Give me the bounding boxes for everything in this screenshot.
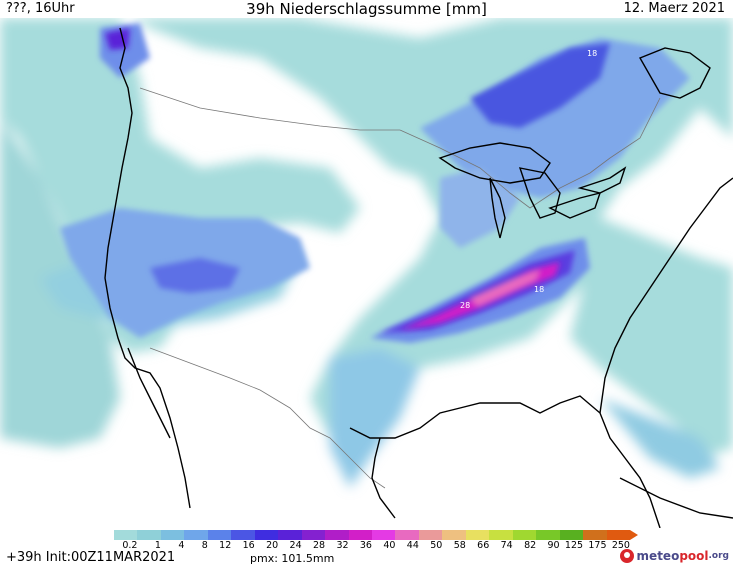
scale-arrow xyxy=(630,530,638,540)
scale-tick-label: 250 xyxy=(611,540,630,551)
scale-swatch xyxy=(348,530,372,540)
scale-tick-label: 125 xyxy=(564,540,584,551)
init-label: +39h Init:00Z11MAR2021 xyxy=(6,550,176,565)
scale-tick-label: 0.2 xyxy=(122,540,138,551)
scale-swatch xyxy=(442,530,466,540)
logo-text: meteopool xyxy=(636,549,709,563)
coastline xyxy=(104,27,733,529)
pmx-label: pmx: 101.5mm xyxy=(250,552,335,565)
scale-swatch xyxy=(489,530,513,540)
map-canvas: 18 28 18 xyxy=(0,18,733,529)
scale-swatch xyxy=(465,530,490,540)
meteopool-logo[interactable]: meteopool .org xyxy=(619,548,729,564)
footer-bar: 0.2 1 4 8 12 16 20 24 28 32 36 40 44 50 58 66 74 82 90 125 1… xyxy=(0,528,733,566)
scale-swatch xyxy=(395,530,419,540)
scale-swatch xyxy=(231,530,255,540)
scale-swatch xyxy=(536,530,560,540)
scale-swatch xyxy=(325,530,349,540)
scale-swatch xyxy=(137,530,161,540)
scale-tick-label: 90 xyxy=(547,540,560,551)
logo-tld: .org xyxy=(708,551,729,561)
scale-tick-label: 175 xyxy=(588,540,607,551)
valid-time-label: ???, 16Uhr xyxy=(6,1,75,16)
precip-max-band xyxy=(400,262,560,330)
scale-swatch xyxy=(559,530,584,540)
scale-tick-label: 50 xyxy=(430,540,443,551)
scale-swatch xyxy=(114,530,138,540)
scale-swatch xyxy=(278,530,302,540)
scale-tick-label: 36 xyxy=(359,540,372,551)
scale-swatch xyxy=(254,530,279,540)
scale-tick-label: 24 xyxy=(289,540,302,551)
scale-tick-label: 82 xyxy=(524,540,537,551)
map-value-label-1: 18 xyxy=(587,49,597,58)
scale-tick-label: 12 xyxy=(219,540,232,551)
scale-swatch xyxy=(512,530,537,540)
scale-swatch xyxy=(371,530,396,540)
date-label: 12. Maerz 2021 xyxy=(623,1,725,16)
scale-swatch xyxy=(606,530,630,540)
map-value-label-3: 18 xyxy=(534,285,544,294)
header-bar: ???, 16Uhr 39h Niederschlagssumme [mm] 1… xyxy=(0,0,733,20)
scale-tick-label: 8 xyxy=(201,540,208,551)
scale-swatch xyxy=(207,530,232,540)
scale-tick-label: 32 xyxy=(336,540,349,551)
scale-tick-label: 1 xyxy=(154,540,161,551)
scale-tick-label: 16 xyxy=(242,540,255,551)
scale-swatch xyxy=(583,530,607,540)
scale-tick-label: 74 xyxy=(500,540,513,551)
precipitation-map: 18 28 18 xyxy=(0,18,733,530)
scale-tick-label: 58 xyxy=(453,540,466,551)
scale-tick-label: 44 xyxy=(406,540,419,551)
scale-ticks: 0.2 1 4 8 12 16 20 24 28 32 36 40 44 50 58 66 74 82 90 125 1… xyxy=(114,540,630,552)
scale-swatch xyxy=(301,530,326,540)
scale-swatch xyxy=(184,530,208,540)
logo-icon xyxy=(619,549,634,563)
scale-tick-label: 40 xyxy=(383,540,396,551)
scale-tick-label: 66 xyxy=(477,540,490,551)
scale-tick-label: 28 xyxy=(312,540,326,551)
scale-swatch xyxy=(418,530,443,540)
scale-tick-label: 4 xyxy=(178,540,185,551)
map-value-label-2: 28 xyxy=(460,301,470,310)
map-title: 39h Niederschlagssumme [mm] xyxy=(246,0,487,18)
scale-tick-label: 20 xyxy=(266,540,279,551)
color-scale xyxy=(114,530,630,540)
border-lines xyxy=(139,87,661,489)
scale-swatch xyxy=(160,530,185,540)
